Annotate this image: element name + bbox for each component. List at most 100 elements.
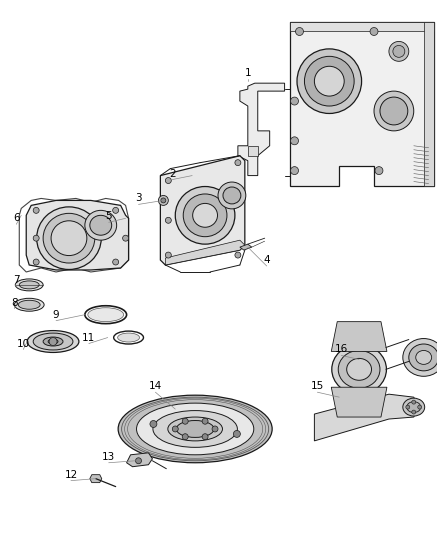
Polygon shape xyxy=(314,394,419,441)
Circle shape xyxy=(33,235,39,241)
Circle shape xyxy=(33,259,39,265)
Ellipse shape xyxy=(118,333,140,342)
Polygon shape xyxy=(290,21,434,31)
Ellipse shape xyxy=(389,42,409,61)
Circle shape xyxy=(123,235,129,241)
Polygon shape xyxy=(290,21,434,185)
Text: 3: 3 xyxy=(135,193,142,204)
Ellipse shape xyxy=(14,298,44,311)
Ellipse shape xyxy=(153,410,237,447)
Circle shape xyxy=(406,405,410,409)
Ellipse shape xyxy=(85,211,117,240)
Ellipse shape xyxy=(393,45,405,58)
Circle shape xyxy=(202,418,208,424)
Ellipse shape xyxy=(374,91,414,131)
Text: 8: 8 xyxy=(11,298,18,308)
Polygon shape xyxy=(331,387,387,417)
Circle shape xyxy=(290,167,298,175)
Text: 14: 14 xyxy=(149,381,162,391)
Circle shape xyxy=(296,28,304,36)
Text: 13: 13 xyxy=(102,452,115,462)
Circle shape xyxy=(418,405,422,409)
Circle shape xyxy=(290,97,298,105)
Circle shape xyxy=(290,137,298,145)
Ellipse shape xyxy=(118,395,272,463)
Text: 12: 12 xyxy=(64,470,78,480)
Text: 4: 4 xyxy=(263,255,270,265)
Circle shape xyxy=(49,337,57,345)
Ellipse shape xyxy=(297,49,362,114)
Text: 10: 10 xyxy=(17,338,30,349)
Circle shape xyxy=(135,458,141,464)
Circle shape xyxy=(412,410,416,414)
Text: 1: 1 xyxy=(244,68,251,78)
Ellipse shape xyxy=(314,66,344,96)
Ellipse shape xyxy=(304,56,354,106)
Ellipse shape xyxy=(48,339,58,344)
Ellipse shape xyxy=(51,221,87,255)
Text: 2: 2 xyxy=(169,168,176,179)
Polygon shape xyxy=(238,83,285,175)
Circle shape xyxy=(172,426,178,432)
Ellipse shape xyxy=(218,182,246,209)
Ellipse shape xyxy=(380,97,408,125)
Circle shape xyxy=(375,167,383,175)
Circle shape xyxy=(212,426,218,432)
Text: 16: 16 xyxy=(335,344,348,354)
Circle shape xyxy=(235,160,241,166)
Polygon shape xyxy=(90,475,102,482)
Ellipse shape xyxy=(37,207,101,270)
Ellipse shape xyxy=(332,344,386,394)
Ellipse shape xyxy=(88,308,124,321)
Circle shape xyxy=(165,252,171,258)
Ellipse shape xyxy=(90,215,112,235)
Circle shape xyxy=(182,418,188,424)
Ellipse shape xyxy=(18,300,40,309)
Circle shape xyxy=(159,196,168,205)
Text: 7: 7 xyxy=(13,275,20,285)
Ellipse shape xyxy=(19,281,39,289)
Ellipse shape xyxy=(407,402,421,413)
Circle shape xyxy=(165,217,171,223)
Polygon shape xyxy=(240,244,252,250)
Circle shape xyxy=(233,431,240,438)
Text: 6: 6 xyxy=(13,213,20,223)
Circle shape xyxy=(182,434,188,440)
Ellipse shape xyxy=(168,417,223,441)
Circle shape xyxy=(370,28,378,36)
Ellipse shape xyxy=(33,333,73,350)
Circle shape xyxy=(202,434,208,440)
Polygon shape xyxy=(127,453,152,467)
Circle shape xyxy=(161,198,166,203)
Ellipse shape xyxy=(409,344,438,371)
Polygon shape xyxy=(26,200,129,270)
Text: 9: 9 xyxy=(53,310,60,320)
Circle shape xyxy=(235,252,241,258)
Polygon shape xyxy=(160,156,245,265)
Circle shape xyxy=(113,259,119,265)
Polygon shape xyxy=(248,146,258,156)
Polygon shape xyxy=(424,21,434,185)
Ellipse shape xyxy=(193,204,218,227)
Text: 15: 15 xyxy=(311,381,324,391)
Ellipse shape xyxy=(338,351,380,388)
Circle shape xyxy=(412,400,416,404)
Text: 5: 5 xyxy=(106,211,112,221)
Polygon shape xyxy=(165,240,245,265)
Ellipse shape xyxy=(183,194,227,237)
Text: 11: 11 xyxy=(82,333,95,343)
Ellipse shape xyxy=(416,351,431,365)
Ellipse shape xyxy=(223,187,241,204)
Circle shape xyxy=(113,207,119,213)
Ellipse shape xyxy=(347,358,371,380)
Circle shape xyxy=(150,421,157,427)
Polygon shape xyxy=(331,321,387,351)
Ellipse shape xyxy=(176,421,214,438)
Ellipse shape xyxy=(403,338,438,376)
Ellipse shape xyxy=(403,398,425,416)
Ellipse shape xyxy=(43,337,63,346)
Ellipse shape xyxy=(137,403,254,455)
Ellipse shape xyxy=(15,279,43,291)
Circle shape xyxy=(165,177,171,183)
Ellipse shape xyxy=(43,213,95,263)
